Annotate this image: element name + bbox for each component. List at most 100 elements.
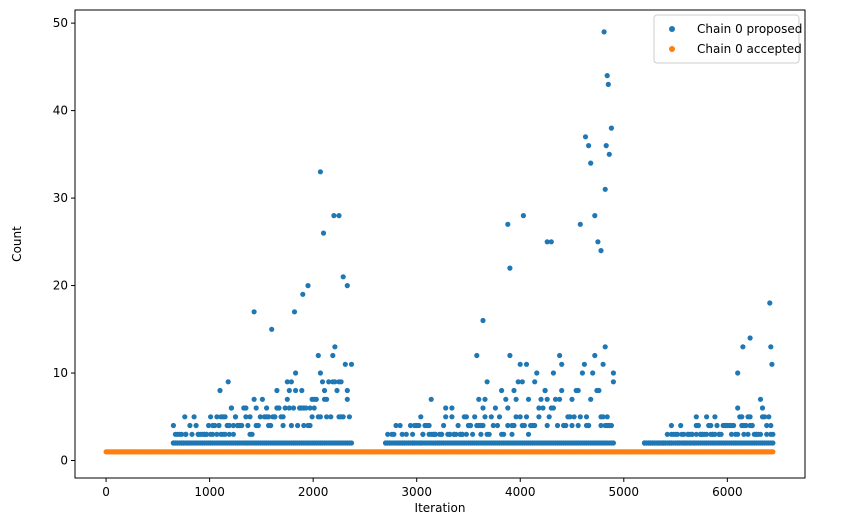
proposed-point (513, 414, 519, 420)
proposed-point (596, 387, 602, 394)
proposed-point (449, 414, 455, 420)
proposed-point (559, 361, 565, 367)
proposed-point (552, 396, 559, 402)
proposed-point (747, 335, 753, 341)
proposed-point (577, 414, 583, 420)
legend-marker-accepted (669, 46, 675, 52)
proposed-point (216, 422, 222, 429)
proposed-point (577, 221, 583, 227)
proposed-point (598, 248, 604, 254)
proposed-point (336, 213, 342, 219)
proposed-point (189, 431, 195, 437)
proposed-point (317, 169, 323, 175)
y-tick-label: 20 (53, 279, 68, 293)
proposed-point (735, 431, 741, 437)
proposed-point (228, 405, 234, 411)
proposed-point (217, 387, 223, 394)
proposed-point (588, 160, 594, 166)
proposed-point (476, 396, 482, 402)
proposed-point (472, 414, 478, 420)
proposed-point (249, 431, 255, 437)
proposed-point (293, 387, 299, 394)
proposed-point (307, 422, 313, 429)
proposed-point (767, 300, 773, 306)
proposed-point (251, 396, 257, 402)
proposed-point (284, 379, 290, 385)
proposed-point (309, 414, 315, 420)
proposed-point (600, 414, 606, 420)
proposed-point (488, 414, 494, 420)
legend-label-proposed: Chain 0 proposed (697, 22, 802, 36)
proposed-point (492, 405, 498, 411)
proposed-point (232, 414, 239, 420)
proposed-point (517, 414, 523, 420)
x-axis-label: Iteration (415, 501, 466, 515)
x-tick-label: 6000 (712, 485, 743, 499)
x-tick-label: 2000 (298, 485, 329, 499)
proposed-point (757, 431, 764, 437)
proposed-point (247, 414, 253, 420)
proposed-point (324, 396, 330, 402)
proposed-point (255, 422, 261, 429)
proposed-point (447, 431, 453, 437)
proposed-point (534, 370, 540, 376)
proposed-point (391, 431, 397, 437)
proposed-point (513, 396, 519, 402)
proposed-point (540, 405, 546, 411)
x-tick-label: 5000 (609, 485, 640, 499)
proposed-point (280, 414, 286, 420)
y-tick-label: 40 (53, 104, 68, 118)
proposed-point (453, 431, 459, 437)
proposed-point (328, 414, 334, 420)
proposed-point (187, 422, 193, 429)
proposed-point (582, 134, 589, 140)
proposed-point (299, 387, 305, 394)
proposed-point (590, 370, 596, 376)
proposed-point (569, 422, 575, 429)
proposed-point (480, 317, 486, 324)
proposed-point (282, 405, 288, 411)
proposed-point (525, 431, 532, 437)
proposed-point (311, 405, 317, 411)
proposed-point (515, 379, 521, 385)
proposed-point (704, 414, 710, 420)
proposed-point (532, 379, 538, 385)
proposed-point (332, 344, 338, 350)
proposed-point (532, 422, 538, 429)
proposed-point (268, 422, 274, 429)
proposed-point (183, 431, 189, 437)
proposed-point (740, 344, 746, 350)
proposed-point (269, 326, 275, 332)
proposed-point (303, 405, 309, 411)
proposed-point (284, 396, 290, 402)
proposed-point (743, 422, 749, 429)
proposed-point (668, 422, 675, 429)
proposed-point (439, 431, 445, 437)
proposed-point (226, 431, 232, 437)
proposed-point (482, 414, 488, 420)
proposed-point (557, 352, 563, 359)
proposed-point (486, 431, 492, 437)
proposed-point (588, 396, 594, 402)
proposed-point (704, 431, 710, 437)
proposed-point (769, 361, 775, 367)
proposed-point (579, 370, 586, 376)
proposed-point (274, 387, 280, 394)
proposed-point (467, 422, 474, 429)
proposed-point (300, 291, 306, 297)
proposed-point (586, 422, 592, 429)
proposed-point (208, 414, 214, 420)
proposed-point (480, 405, 486, 411)
proposed-point (602, 186, 608, 192)
proposed-point (474, 352, 480, 359)
proposed-point (305, 283, 311, 289)
proposed-point (538, 396, 544, 402)
proposed-point (288, 379, 294, 385)
proposed-point (494, 422, 501, 429)
proposed-point (610, 379, 617, 385)
proposed-point (191, 414, 197, 420)
proposed-point (548, 239, 554, 245)
proposed-point (443, 405, 449, 411)
proposed-point (344, 283, 350, 289)
